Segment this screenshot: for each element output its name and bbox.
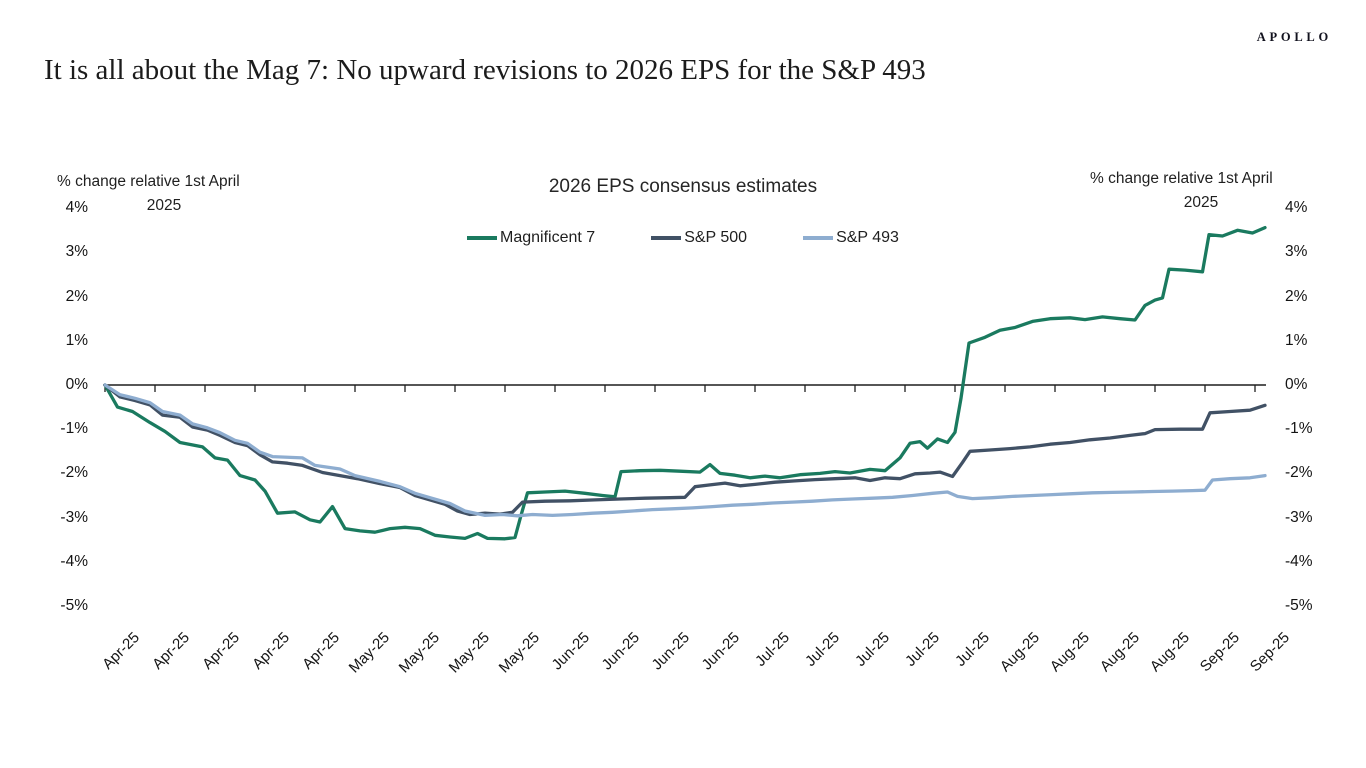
legend-line-swatch-sp500 — [651, 236, 682, 240]
right-axis-annotation-line1: % change relative 1st April — [1090, 170, 1273, 187]
y-tick-label-left: -5% — [60, 597, 88, 614]
y-tick-label-right: 3% — [1285, 243, 1308, 261]
y-tick-label-left: 2% — [65, 287, 88, 305]
y-tick-label-right: -4% — [1285, 552, 1313, 570]
apollo-logo: APOLLO — [1256, 30, 1332, 44]
legend-item-sp493: S&P 493 — [803, 229, 899, 247]
page-title: It is all about the Mag 7: No upward rev… — [44, 54, 926, 86]
y-tick-label-right: 2% — [1285, 287, 1308, 305]
series-line-s-p-493 — [103, 383, 1267, 518]
y-tick-label-left: -1% — [60, 420, 88, 438]
legend-item-magnificent-7: Magnificent 7 — [467, 229, 595, 247]
series-line-magnificent-7 — [103, 225, 1267, 541]
legend-line-swatch-sp493 — [803, 236, 834, 240]
right-axis-annotation: % change relative 1st April 2025 — [1090, 170, 1312, 212]
left-axis-annotation-line1: % change relative 1st April — [57, 173, 240, 190]
legend-label-magnificent-7: Magnificent 7 — [500, 229, 596, 246]
chart-title: 2026 EPS consensus estimates — [548, 176, 818, 197]
y-tick-label-right: 0% — [1285, 376, 1308, 393]
y-tick-label-left: -3% — [60, 508, 88, 526]
y-tick-label-right: -3% — [1285, 508, 1313, 526]
y-tick-label-left: -2% — [60, 464, 88, 482]
legend-label-sp493: S&P 493 — [836, 229, 899, 246]
y-tick-label-right: 1% — [1285, 331, 1308, 349]
legend-line-swatch-magnificent-7 — [467, 236, 498, 240]
legend-label-sp500: S&P 500 — [684, 229, 748, 246]
y-tick-label-right: -2% — [1285, 464, 1313, 482]
chart-legend: Magnificent 7 S&P 500 S&P 493 — [0, 229, 1366, 247]
y-tick-label-left: -4% — [60, 552, 88, 570]
right-axis-annotation-line2: 2025 — [1183, 194, 1219, 211]
y-tick-label-left: 1% — [65, 331, 88, 349]
y-tick-label-left: 0% — [65, 376, 88, 393]
y-tick-label-left: 3% — [65, 243, 88, 261]
y-tick-label-right: -5% — [1285, 597, 1313, 614]
left-axis-annotation-line2: 2025 — [146, 197, 182, 214]
y-tick-label-right: 4% — [1285, 199, 1308, 217]
y-tick-label-right: -1% — [1285, 420, 1313, 438]
left-axis-annotation: % change relative 1st April 2025 — [57, 173, 271, 215]
series-line-s-p-500 — [103, 383, 1267, 517]
y-tick-label-left: 4% — [65, 199, 88, 217]
legend-item-sp500: S&P 500 — [651, 229, 747, 247]
